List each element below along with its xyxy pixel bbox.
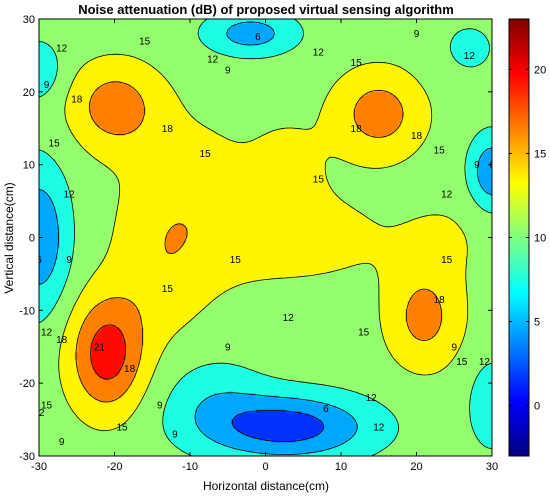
contour-label: 15 — [49, 138, 61, 149]
contour-label: 15 — [313, 175, 325, 186]
chart-title: Noise attenuation (dB) of proposed virtu… — [78, 2, 454, 17]
contour-label: 15 — [41, 401, 53, 412]
contour-label: 12 — [56, 44, 68, 55]
contour-label: 9 — [474, 160, 480, 171]
contour-lines — [39, 19, 492, 456]
colorbar-tick-label: 0 — [534, 401, 540, 413]
contour-label: 12 — [479, 357, 491, 368]
contour-line-set — [39, 19, 492, 456]
y-tick-label: 0 — [29, 233, 35, 245]
contour-label: 18 — [162, 124, 174, 135]
contour-label: 9 — [66, 255, 72, 266]
colorbar-tick-label: 15 — [534, 148, 546, 160]
contour-label: 9 — [172, 430, 178, 441]
contour-label: 6 — [323, 404, 329, 415]
contour-label: 18 — [411, 131, 423, 142]
contour-label: 9 — [225, 65, 231, 76]
colorbar-tick-label: 20 — [534, 64, 546, 76]
contour-label: 15 — [441, 255, 453, 266]
contour-label: 18 — [124, 364, 136, 375]
contour-label: 6 — [36, 255, 42, 266]
contour-label: 15 — [230, 255, 242, 266]
x-axis-label: Horizontal distance(cm) — [203, 479, 329, 493]
contour-label: 15 — [139, 36, 151, 47]
y-tick-label: 10 — [23, 160, 35, 172]
contour-label: 6 — [255, 32, 261, 43]
x-axis: -30 -20 -10 0 10 20 30 — [31, 19, 498, 473]
y-axis: 30 20 10 0 -10 -20 -30 — [19, 14, 492, 463]
contour-label: 12 — [64, 189, 76, 200]
contour-label: 12 — [283, 313, 295, 324]
contour-label: 15 — [162, 284, 174, 295]
contour-label: 15 — [200, 149, 212, 160]
y-axis-label: Vertical distance(cm) — [2, 182, 16, 293]
contour-label: 12 — [441, 189, 453, 200]
x-tick-label: -20 — [107, 461, 123, 473]
contour-label: 15 — [116, 422, 128, 433]
contour-label: 18 — [434, 295, 446, 306]
x-tick-label: 30 — [486, 461, 498, 473]
contour-label: 12 — [33, 408, 45, 419]
contour-label: 18 — [351, 124, 363, 135]
contour-label: 12 — [313, 47, 325, 58]
contour-label: 12 — [464, 51, 476, 62]
y-tick-label: 20 — [23, 87, 35, 99]
contour-label: 12 — [373, 422, 385, 433]
contour-label: 18 — [56, 335, 68, 346]
colorbar: 20 15 10 5 0 — [508, 18, 546, 457]
colorbar-ticks: 20 15 10 5 0 — [509, 64, 546, 413]
contour-label: 9 — [44, 80, 50, 91]
contour-label: 21 — [94, 342, 106, 353]
y-tick-label: 30 — [23, 14, 35, 26]
x-tick-label: -30 — [31, 461, 47, 473]
contour-label: 6 — [489, 160, 495, 171]
contour-label: 12 — [41, 328, 53, 339]
contour-label: 15 — [358, 328, 370, 339]
colorbar-tick-label: 5 — [534, 317, 540, 329]
contour-label: 12 — [207, 55, 219, 66]
colorbar-tick-label: 10 — [534, 233, 546, 245]
contour-label: 15 — [456, 357, 468, 368]
contour-label: 9 — [414, 29, 420, 40]
attenuation-field — [39, 19, 492, 456]
x-tick-label: 0 — [262, 461, 268, 473]
contour-label: 9 — [59, 437, 65, 448]
y-tick-label: -20 — [19, 378, 35, 390]
y-tick-label: -30 — [19, 451, 35, 463]
contour-label: 9 — [225, 342, 231, 353]
x-tick-label: -10 — [182, 461, 198, 473]
contour-label: 18 — [71, 95, 83, 106]
y-tick-label: -10 — [19, 305, 35, 317]
contour-label: 15 — [351, 58, 363, 69]
contour-label: 15 — [434, 146, 446, 157]
contour-label: 9 — [157, 401, 163, 412]
x-tick-label: 20 — [410, 461, 422, 473]
contour-label: 12 — [366, 393, 378, 404]
contour-label: 9 — [451, 342, 457, 353]
x-tick-label: 10 — [335, 461, 347, 473]
